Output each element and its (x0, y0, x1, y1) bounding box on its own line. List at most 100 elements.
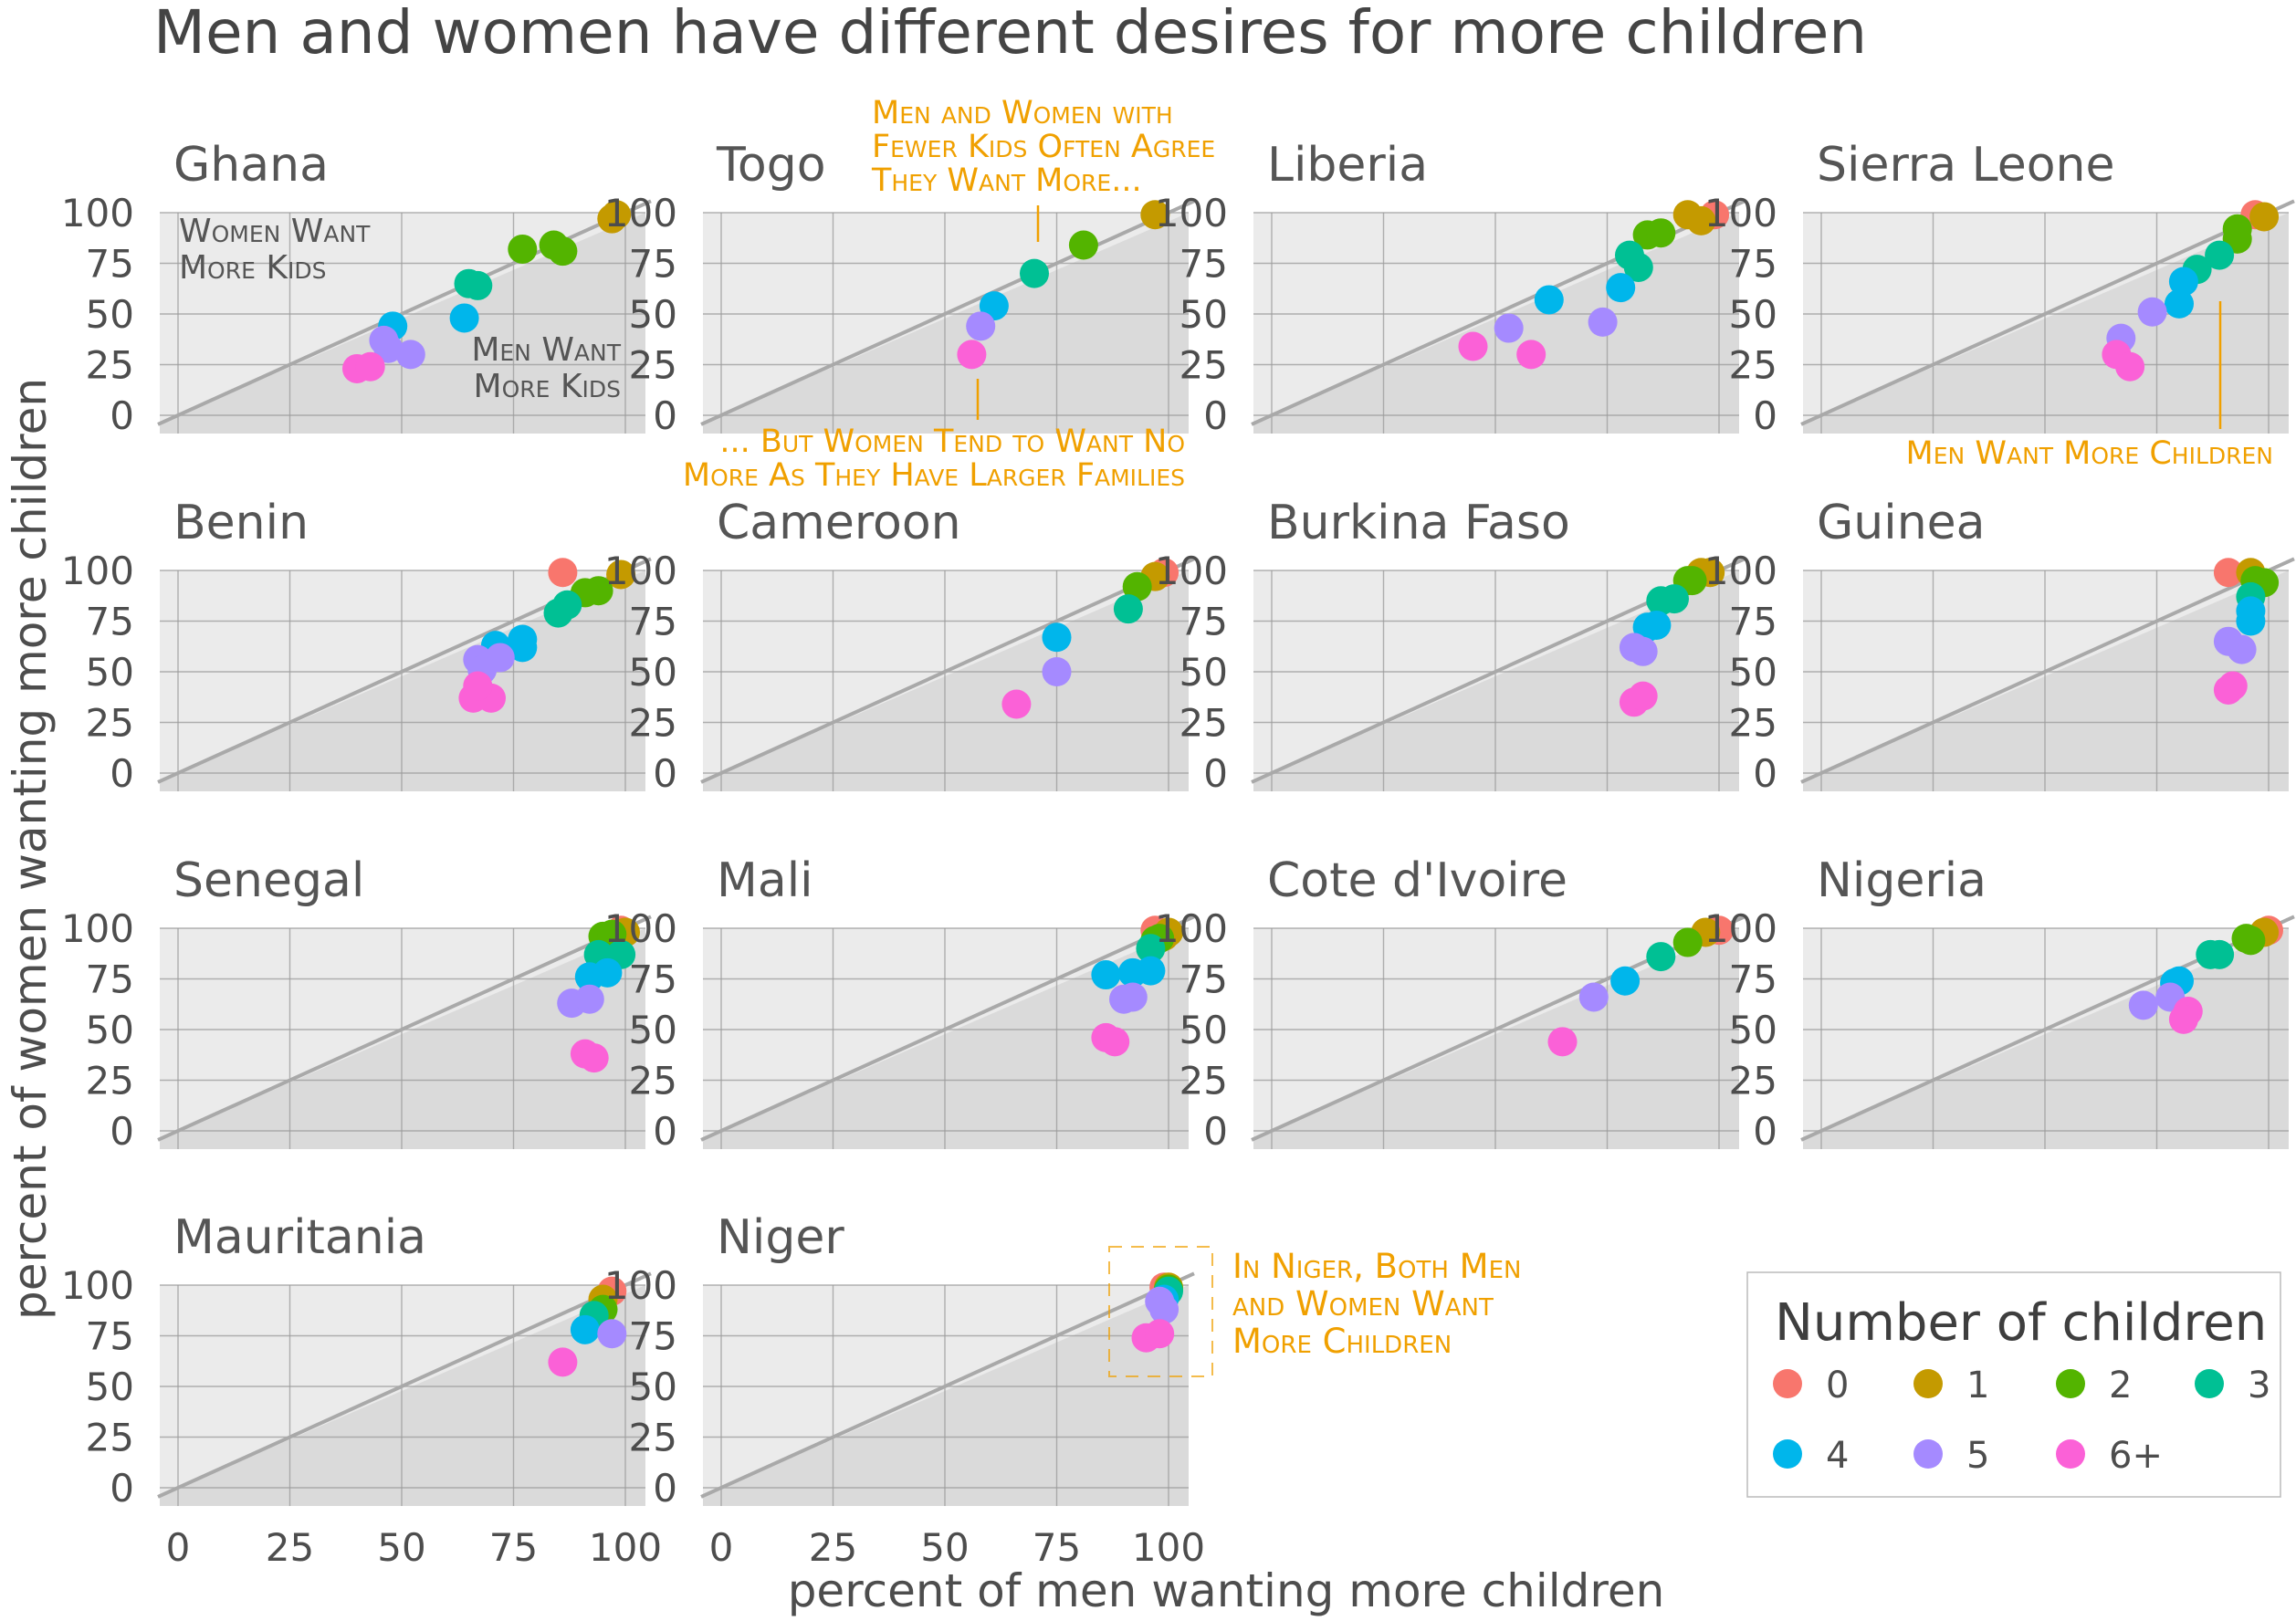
panel-title: Senegal (173, 853, 364, 908)
annotation-box (1108, 1246, 1213, 1377)
data-point (966, 311, 996, 341)
y-tick-label: 25 (86, 1416, 134, 1460)
y-tick-label: 0 (653, 1466, 677, 1511)
legend-label: 2 (2109, 1365, 2132, 1407)
data-point (1042, 622, 1072, 653)
y-tick-label: 25 (1729, 701, 1777, 746)
data-point (1606, 273, 1636, 303)
y-tick-label: 25 (1729, 343, 1777, 388)
y-tick-label: 75 (86, 242, 134, 287)
y-tick-label: 50 (629, 650, 677, 695)
data-point (2168, 267, 2198, 297)
lower-triangle (1803, 570, 2289, 791)
data-point (2236, 606, 2266, 636)
panel-title: Ghana (173, 138, 329, 193)
legend-swatch (1773, 1369, 1802, 1398)
y-tick-label: 50 (1729, 1008, 1777, 1052)
data-point (957, 340, 987, 370)
legend-label: 1 (1966, 1365, 1989, 1407)
x-tick-label: 0 (709, 1525, 734, 1570)
data-point (1020, 258, 1049, 288)
y-tick-label: 0 (653, 1109, 677, 1154)
legend-swatch (1773, 1439, 1802, 1469)
data-point (1136, 934, 1166, 964)
x-axis-label: percent of men wanting more children (788, 1564, 1665, 1617)
x-tick-label: 75 (489, 1525, 538, 1570)
data-point (1001, 689, 1032, 719)
y-tick-label: 75 (1179, 600, 1228, 644)
y-tick-label: 50 (1729, 292, 1777, 337)
data-point (1646, 218, 1676, 248)
diagonal-line (700, 199, 1195, 426)
y-tick-label: 25 (86, 1059, 134, 1103)
data-point (1610, 966, 1641, 996)
panel-title: Cameroon (717, 496, 961, 550)
annotation-line: Men Want More Children (1906, 435, 2273, 472)
panel-title: Nigeria (1817, 853, 1987, 908)
panel-title: Niger (717, 1210, 844, 1265)
panel-title: Mauritania (173, 1210, 426, 1265)
y-tick-label: 100 (1704, 549, 1777, 593)
y-tick-label: 100 (61, 191, 134, 235)
y-tick-label: 75 (629, 957, 677, 1002)
panel-burkina-faso: Burkina Faso 0 25 50 75 100 (1155, 496, 1746, 796)
y-tick-label: 75 (629, 600, 677, 644)
lower-triangle (160, 928, 645, 1149)
data-point (1672, 927, 1703, 957)
chart-title: Men and women have different desires for… (153, 0, 1867, 68)
data-point (1136, 956, 1166, 986)
lower-triangle (703, 1285, 1189, 1506)
data-point (2128, 990, 2158, 1020)
data-point (373, 333, 404, 363)
panel-mali: Mali 0 25 50 75 100 (604, 853, 1195, 1154)
x-tick-label: 100 (589, 1525, 662, 1570)
panel-title: Benin (173, 496, 309, 550)
panel-title: Liberia (1267, 138, 1428, 193)
y-tick-label: 75 (1729, 600, 1777, 644)
data-point (2213, 558, 2243, 588)
data-point (449, 303, 479, 333)
panel-sierra-leone: Sierra Leone 0 25 50 75 100 (1704, 138, 2295, 438)
panel-title: Mali (717, 853, 813, 908)
y-tick-label: 25 (629, 1059, 677, 1103)
panel-mauritania: Mauritania 0 25 50 75 100 0 25 50 75 100 (61, 1210, 662, 1570)
legend-label: 4 (1826, 1435, 1849, 1477)
x-tick-label: 100 (1132, 1525, 1205, 1570)
data-point (2168, 1004, 2198, 1034)
data-point (1686, 205, 1716, 235)
y-tick-label: 0 (1753, 751, 1777, 796)
x-tick-label: 50 (920, 1525, 969, 1570)
data-point (1547, 1027, 1578, 1057)
data-point (355, 351, 385, 382)
data-point (1145, 1319, 1175, 1349)
data-point (570, 1314, 600, 1344)
annotation-line: Men Want (471, 331, 621, 369)
y-tick-label: 50 (1179, 650, 1228, 695)
data-point (1646, 942, 1676, 972)
legend-item-3: 3 (2195, 1365, 2270, 1407)
data-point (1122, 571, 1152, 601)
panel-nigeria: Nigeria 0 25 50 75 100 (1704, 853, 2295, 1154)
legend-label: 3 (2248, 1365, 2270, 1407)
y-tick-label: 25 (1729, 1059, 1777, 1103)
annotation-togo-bottom: ... But Women Tend to Want No More As The… (683, 424, 1185, 494)
data-point (1140, 200, 1170, 230)
y-tick-label: 100 (604, 906, 677, 951)
data-point (1068, 230, 1098, 260)
legend-item-1: 1 (1913, 1365, 1989, 1407)
y-tick-label: 100 (61, 1263, 134, 1308)
y-tick-label: 0 (110, 393, 134, 438)
panels: Ghana0255075100Togo0255075100Liberia0255… (61, 138, 2295, 1570)
annotation-line: Women Want (179, 213, 371, 250)
y-tick-label: 50 (629, 1365, 677, 1409)
data-point (463, 270, 493, 300)
y-tick-label: 100 (604, 549, 677, 593)
annotation-line: In Niger, Both Men (1232, 1247, 1521, 1286)
y-tick-label: 75 (1729, 242, 1777, 287)
y-tick-label: 100 (1704, 906, 1777, 951)
data-point (552, 590, 582, 620)
diagonal-line (700, 557, 1195, 784)
y-tick-label: 50 (86, 650, 134, 695)
annotation-line: More Kids (474, 368, 621, 405)
